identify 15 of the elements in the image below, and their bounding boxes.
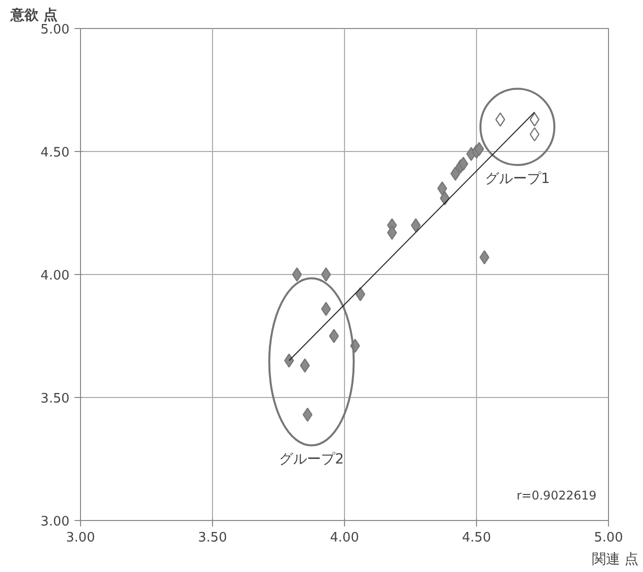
y-tick-label: 5.00 [40, 22, 70, 38]
text: グループ2 [279, 451, 344, 468]
text: グループ1 [484, 171, 550, 188]
y-tick-label: 3.00 [40, 514, 70, 530]
y-tick-label: 4.50 [40, 146, 70, 160]
y-tick-label: 3.50 [40, 392, 70, 406]
y-tick-label: 4.00 [40, 268, 70, 284]
x-tick-label: 4.00 [330, 530, 359, 546]
x-tick-label: 5.00 [594, 530, 623, 546]
x-tick-label: 3.00 [66, 530, 95, 546]
annotation: r=0.9022619 [516, 488, 597, 502]
x-axis-title: 関連 点 [592, 552, 639, 568]
chart-title: 意欲 点 [10, 6, 58, 24]
x-tick-label: 3.50 [198, 530, 227, 546]
x-tick-label: 4.50 [462, 530, 491, 546]
